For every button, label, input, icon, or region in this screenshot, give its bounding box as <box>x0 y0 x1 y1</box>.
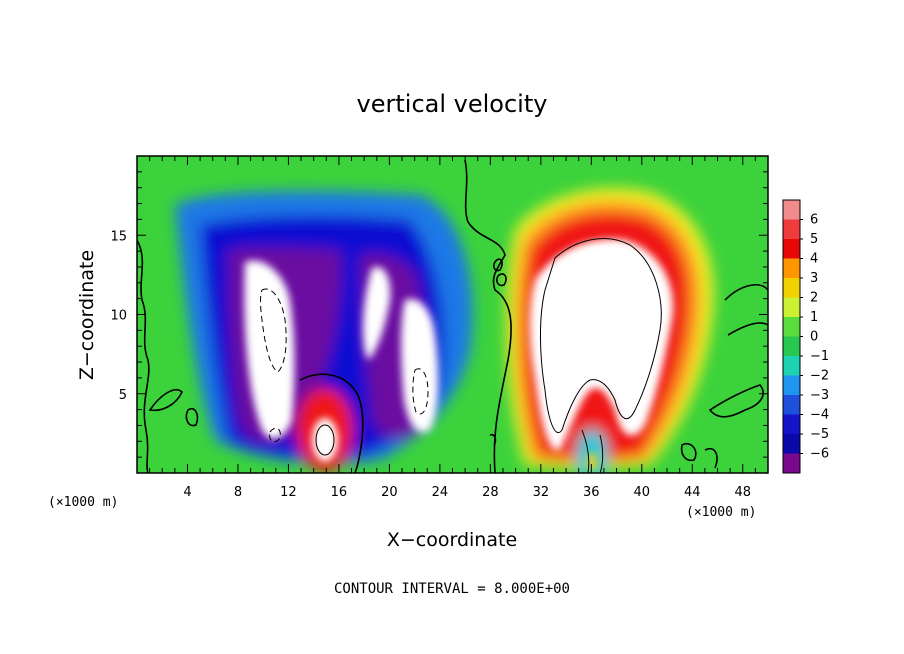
colorbar-swatch <box>783 317 800 337</box>
colorbar-label: −2 <box>810 369 829 384</box>
colorbar-swatch <box>783 453 800 474</box>
colorbar-label: 6 <box>810 213 818 228</box>
x-tick-label: 8 <box>234 485 242 500</box>
colorbar-label: 2 <box>810 291 818 306</box>
x-tick-label: 28 <box>482 485 499 500</box>
colorbar-label: 3 <box>810 271 818 286</box>
contour-interval-note: CONTOUR INTERVAL = 8.000E+00 <box>334 581 570 597</box>
x-tick-label: 32 <box>533 485 550 500</box>
colorbar-label: −1 <box>810 349 829 364</box>
colorbar-swatch <box>783 414 800 435</box>
negative-contours <box>260 288 429 443</box>
colorbar-label: 0 <box>810 330 818 345</box>
chart-title: vertical velocity <box>357 90 548 118</box>
plot-area <box>137 156 768 473</box>
colorbar-label: −4 <box>810 408 829 423</box>
x-axis-ticks: 4 8 12 16 20 24 28 32 36 40 44 48 <box>149 156 756 500</box>
x-tick-label: 40 <box>634 485 651 500</box>
y-axis-ticks: 5 10 15 <box>110 171 768 458</box>
colorbar-swatch <box>783 278 800 298</box>
colorbar-swatch <box>783 297 800 318</box>
colorbar-swatch <box>783 395 800 415</box>
x-tick-label: 12 <box>280 485 297 500</box>
colorbar-label: 5 <box>810 232 818 247</box>
colorbar-swatch <box>783 219 800 240</box>
colorbar-label: 1 <box>810 310 818 325</box>
x-tick-label: 24 <box>432 485 449 500</box>
x-axis-unit-right: (×1000 m) <box>686 505 756 520</box>
y-tick-label: 15 <box>110 229 127 244</box>
inner-contours <box>315 238 662 473</box>
x-tick-label: 20 <box>381 485 398 500</box>
colorbar-label: −6 <box>810 447 829 462</box>
colorbar-label: −3 <box>810 388 829 403</box>
x-tick-label: 44 <box>684 485 701 500</box>
contour-lines <box>137 159 768 473</box>
colorbar-swatch <box>783 239 800 259</box>
field-extremes <box>244 239 674 472</box>
colorbar-label: 4 <box>810 252 818 267</box>
colorbar-swatch <box>783 434 800 454</box>
colorbar-swatch <box>783 200 800 220</box>
x-tick-label: 16 <box>331 485 348 500</box>
colorbar-swatch <box>783 336 800 357</box>
x-tick-label: 4 <box>183 485 191 500</box>
y-tick-label: 10 <box>110 309 127 324</box>
y-tick-label: 5 <box>119 388 127 403</box>
y-axis-label: Z−coordinate <box>76 250 98 380</box>
x-tick-label: 48 <box>734 485 751 500</box>
colorbar-swatch <box>783 258 800 279</box>
x-axis-unit-left: (×1000 m) <box>48 495 118 510</box>
colorbar-label: −5 <box>810 427 829 442</box>
colorbar: 6 5 4 3 2 1 0 −1 −2 −3 −4 −5 −6 <box>782 199 829 474</box>
x-axis-label: X−coordinate <box>387 529 517 551</box>
colorbar-swatch <box>783 356 800 376</box>
colorbar-swatch <box>783 375 800 396</box>
x-tick-label: 36 <box>583 485 600 500</box>
